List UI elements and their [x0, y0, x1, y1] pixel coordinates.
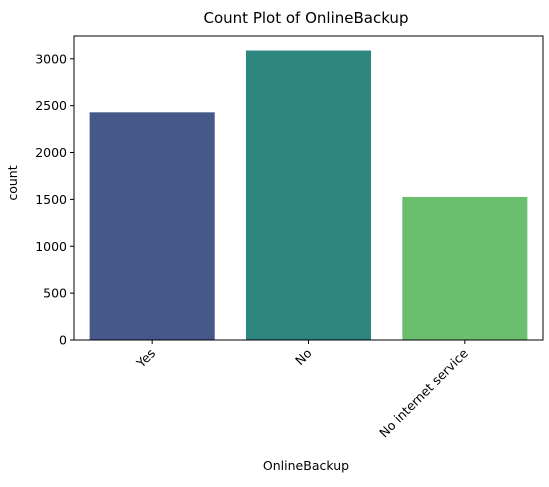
- x-tick-label: Yes: [133, 346, 159, 372]
- y-axis-ticks: 0 500 1000 1500 2000 2500 3000: [35, 51, 74, 348]
- x-axis-ticks: Yes No No internet service: [133, 340, 471, 440]
- x-tick-label: No internet service: [376, 345, 471, 440]
- y-axis-label: count: [5, 165, 20, 200]
- y-tick-label: 0: [59, 333, 67, 348]
- bars-group: [89, 50, 528, 340]
- x-axis-label: OnlineBackup: [263, 458, 349, 473]
- y-tick-label: 500: [43, 286, 67, 301]
- y-tick-label: 1000: [35, 239, 67, 254]
- plot-frame: [73, 35, 544, 341]
- bar-no-internet-service: [402, 196, 528, 340]
- y-tick-label: 2500: [35, 98, 67, 113]
- y-tick-label: 2000: [35, 145, 67, 160]
- y-tick-label: 3000: [35, 51, 67, 66]
- bar-yes: [89, 112, 215, 340]
- y-tick-label: 1500: [35, 192, 67, 207]
- bar-no: [245, 50, 372, 340]
- chart-title: Count Plot of OnlineBackup: [204, 9, 409, 27]
- x-tick-label: No: [292, 346, 315, 369]
